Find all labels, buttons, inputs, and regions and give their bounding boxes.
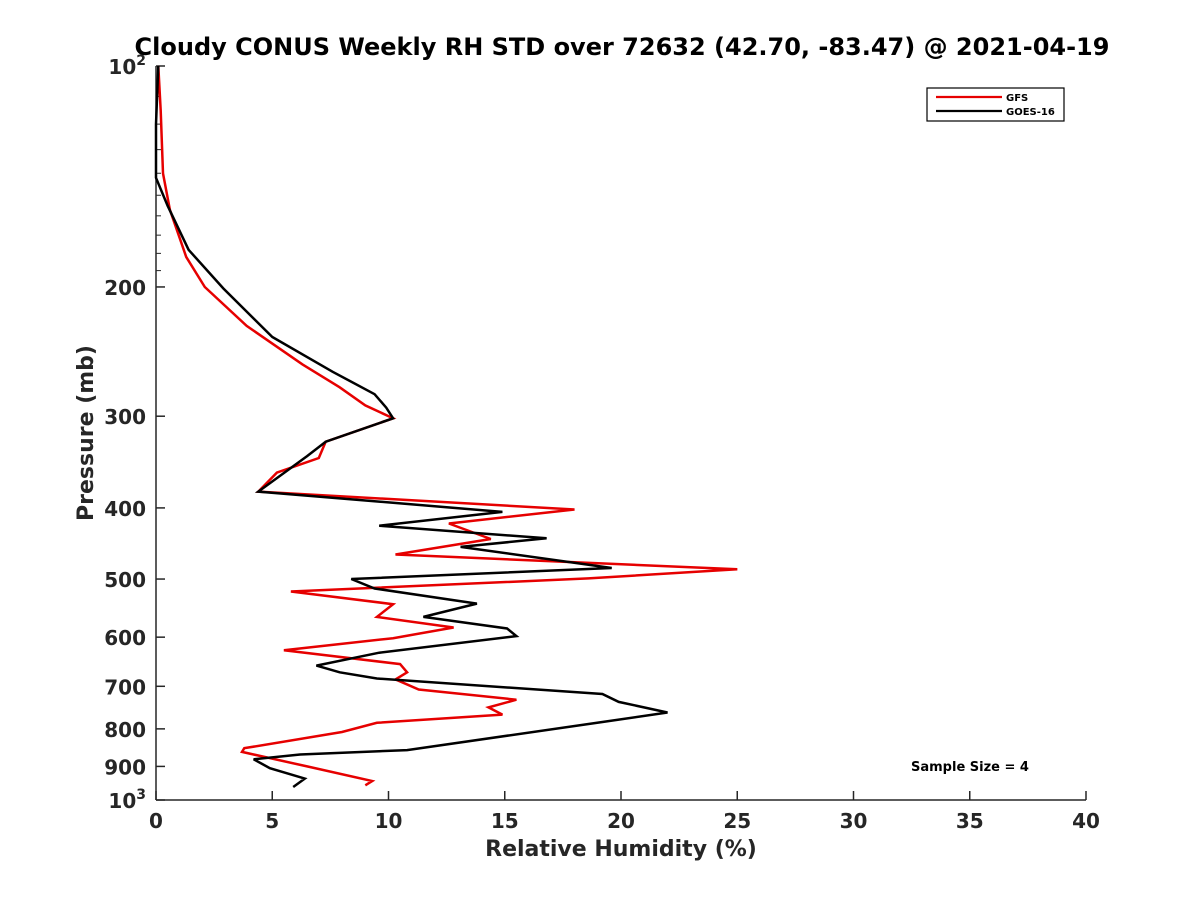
y-tick-label: 200: [104, 276, 146, 300]
x-tick-label: 30: [840, 809, 868, 833]
y-tick-label: 900: [104, 755, 146, 779]
chart-title: Cloudy CONUS Weekly RH STD over 72632 (4…: [135, 33, 1110, 61]
x-axis-ticks: 0 5 10 15 20 25 30 35 40: [149, 791, 1100, 833]
y-tick-label: 500: [104, 568, 146, 592]
sample-size-annotation: Sample Size = 4: [911, 760, 1029, 775]
y-tick-label: 300: [104, 405, 146, 429]
series-line-gfs: [157, 65, 738, 787]
legend-label-gfs: GFS: [1006, 93, 1028, 104]
legend-label-goes16: GOES-16: [1006, 107, 1055, 118]
y-tick-exponent: 3: [136, 787, 146, 803]
x-tick-label: 15: [491, 809, 519, 833]
x-tick-label: 20: [607, 809, 635, 833]
x-tick-label: 35: [956, 809, 984, 833]
series-layer: [154, 65, 738, 789]
y-tick-label: 400: [104, 497, 146, 521]
y-tick-exponent: 2: [136, 53, 146, 69]
legend: GFS GOES-16: [926, 87, 1065, 122]
y-tick-label: 700: [104, 675, 146, 699]
x-tick-label: 0: [149, 809, 163, 833]
y-tick-label: 102: [108, 53, 146, 79]
x-tick-label: 40: [1072, 809, 1100, 833]
x-axis-label: Relative Humidity (%): [485, 837, 757, 862]
y-axis-label: Pressure (mb): [74, 345, 99, 521]
y-tick-label: 800: [104, 718, 146, 742]
x-tick-label: 10: [375, 809, 403, 833]
series-line-goes16: [154, 65, 668, 789]
y-tick-label: 600: [104, 626, 146, 650]
y-tick-base: 10: [108, 55, 136, 79]
y-tick-base: 10: [108, 789, 136, 813]
y-tick-label: 103: [108, 787, 146, 813]
legend-box: [926, 87, 1065, 122]
x-tick-label: 25: [723, 809, 751, 833]
x-tick-label: 5: [265, 809, 279, 833]
